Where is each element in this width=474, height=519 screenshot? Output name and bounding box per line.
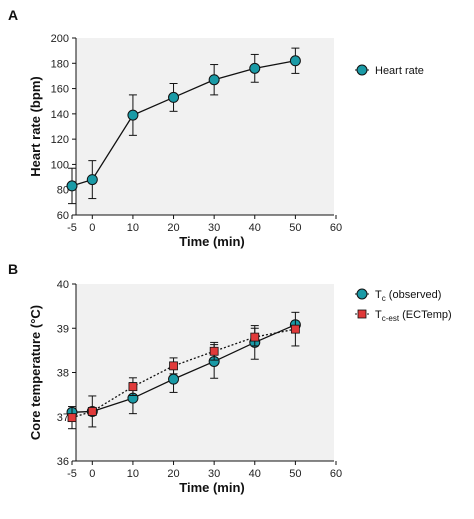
x-tick-label: 60	[330, 222, 342, 234]
data-point	[208, 74, 220, 86]
y-tick-label: 160	[51, 84, 69, 96]
legend-marker	[357, 309, 367, 319]
legend-marker	[356, 64, 368, 76]
y-tick-label: 36	[57, 456, 69, 468]
y-tick-label: 140	[51, 109, 69, 121]
x-axis-title: Time (min)	[179, 234, 245, 249]
data-point	[168, 373, 180, 385]
y-tick-label: 80	[57, 185, 69, 197]
x-axis-title: Time (min)	[179, 480, 245, 495]
x-tick-label: 10	[127, 468, 139, 480]
data-point	[169, 361, 178, 371]
x-tick-label: 40	[249, 222, 261, 234]
x-tick-label: 50	[289, 468, 301, 480]
panel-b-core-temperature: B 36 37 38 39 40 -5 0 10 20 30 40 50 60 Time (min) Core…	[8, 261, 452, 495]
data-point	[249, 62, 261, 74]
y-tick-label: 180	[51, 58, 69, 70]
legend-entry: Tc-est (ECTemp)	[355, 309, 452, 323]
y-tick-label: 40	[57, 279, 69, 291]
legend-label: Tc-est (ECTemp)	[375, 309, 452, 323]
x-tick-label: -5	[67, 468, 77, 480]
x-tick-label: 0	[89, 468, 95, 480]
x-tick-label: 10	[127, 222, 139, 234]
panel-label: A	[8, 7, 18, 23]
y-tick-label: 120	[51, 134, 69, 146]
y-tick-label: 60	[57, 210, 69, 222]
legend-label: Tc (observed)	[375, 289, 441, 303]
y-tick-label: 37	[57, 412, 69, 424]
data-point	[128, 382, 138, 392]
y-tick-label: 200	[51, 33, 69, 45]
x-tick-label: -5	[67, 222, 77, 234]
legend-entry: Tc (observed)	[355, 288, 441, 303]
x-tick-label: 60	[330, 468, 342, 480]
y-tick-label: 100	[51, 159, 69, 171]
x-tick-label: 30	[208, 468, 220, 480]
y-axis-title: Core temperature (°C)	[28, 305, 43, 440]
x-tick-label: 20	[167, 468, 179, 480]
x-tick-label: 50	[289, 222, 301, 234]
data-point	[290, 324, 300, 334]
y-tick-label: 38	[57, 368, 69, 380]
data-point	[127, 109, 139, 121]
x-tick-label: 20	[167, 222, 179, 234]
plot-area	[76, 284, 334, 461]
data-point	[209, 346, 219, 356]
series-1	[67, 311, 300, 430]
y-tick-label: 39	[57, 323, 69, 335]
data-point	[87, 407, 97, 416]
y-axis-title: Heart rate (bpm)	[28, 76, 43, 176]
data-point	[250, 332, 260, 342]
legend-entry: Heart rate	[355, 64, 424, 77]
data-point	[66, 180, 78, 192]
series-0	[66, 47, 301, 205]
data-point	[289, 55, 301, 67]
data-point	[168, 91, 180, 103]
x-tick-label: 30	[208, 222, 220, 234]
legend-label: Heart rate	[375, 65, 424, 77]
plot-area	[76, 38, 334, 215]
x-tick-label: 40	[249, 468, 261, 480]
panel-a-heart-rate: A 60 80 100 120 140 160 180 200 -5 0 10 20 30 40 50 60 Ti…	[8, 7, 424, 249]
panel-label: B	[8, 261, 18, 277]
legend-marker	[356, 288, 368, 300]
data-point	[86, 174, 98, 186]
data-point	[67, 413, 77, 423]
x-tick-label: 0	[89, 222, 95, 234]
